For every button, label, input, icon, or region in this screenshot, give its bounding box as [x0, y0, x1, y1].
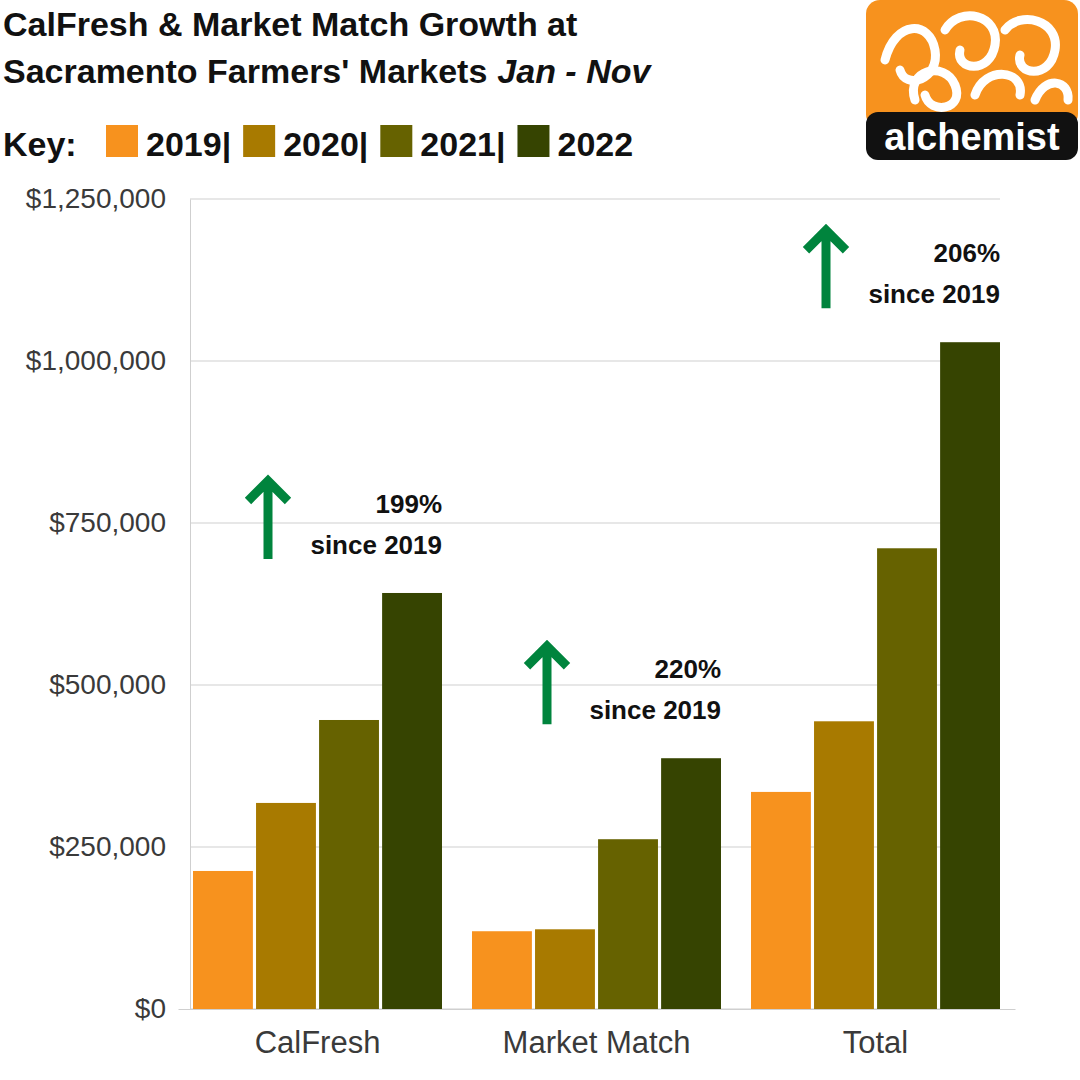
bar	[751, 792, 811, 1009]
y-tick-label: $250,000	[49, 831, 166, 862]
logo-swirl	[945, 16, 995, 66]
legend-separator: |	[222, 125, 232, 163]
logo-swirl	[1035, 83, 1068, 100]
x-tick-label: Market Match	[503, 1025, 691, 1060]
subtitle: Jan - Nov	[497, 52, 652, 90]
legend-swatch	[517, 125, 549, 157]
grid-line	[190, 198, 1000, 199]
y-tick-label: $750,000	[49, 507, 166, 538]
bar	[319, 720, 379, 1009]
bar	[661, 758, 721, 1009]
legend-swatch	[380, 125, 412, 157]
legend-separator: |	[359, 125, 369, 163]
legend-label: 2019|	[146, 125, 231, 163]
legend-label: 2022	[557, 125, 633, 163]
bar	[940, 342, 1000, 1009]
bar	[382, 593, 442, 1009]
title: CalFresh & Market Match Growth at	[3, 5, 577, 43]
legend-name: 2019	[146, 125, 222, 163]
y-tick-label: $1,000,000	[26, 345, 166, 376]
y-tick: $750,000	[49, 507, 190, 538]
chart-svg: CalFresh & Market Match Growth at Sacrame…	[0, 0, 1080, 1080]
legend-item: 2022	[517, 125, 633, 163]
logo-swirl	[913, 71, 956, 108]
y-tick-label: $1,250,000	[26, 183, 166, 214]
bars	[193, 342, 1000, 1009]
annotations: 199% since 2019 220% since 2019 206% since 20…	[248, 230, 1000, 725]
legend-item: 2021|	[380, 125, 505, 163]
chart-container: CalFresh & Market Match Growth at Sacrame…	[0, 0, 1080, 1080]
y-tick: $0	[135, 993, 190, 1024]
logo: alchemist	[866, 0, 1078, 160]
y-tick-label: $0	[135, 993, 166, 1024]
logo-text: alchemist	[884, 116, 1060, 158]
x-axis-line	[179, 1009, 1016, 1010]
legend-item: 2020|	[243, 125, 368, 163]
grid-line	[190, 522, 1000, 523]
logo-background	[866, 0, 1078, 128]
x-tick: Market Match	[503, 1009, 691, 1060]
x-tick: Total	[843, 1009, 908, 1060]
y-tick: $1,000,000	[26, 345, 190, 376]
y-axis: $0 $250,000 $500,000 $750,000 $1,000,000 $1,2…	[26, 183, 191, 1024]
logo-swirl	[975, 74, 1020, 95]
growth-annotation: 220% since 2019	[527, 646, 721, 725]
grid	[190, 199, 1000, 1009]
y-axis-line	[190, 200, 191, 1010]
growth-annotation: 199% since 2019	[248, 481, 442, 560]
legend-swatch	[106, 125, 138, 157]
bar	[193, 871, 253, 1009]
title-line: CalFresh & Market Match Growth at	[3, 5, 577, 43]
growth-arrow	[527, 646, 567, 724]
x-tick-label: Total	[843, 1025, 908, 1060]
y-tick: $1,250,000	[26, 183, 190, 214]
legend-title: Key:	[3, 125, 77, 163]
bar-series	[319, 548, 937, 1009]
y-tick-label: $500,000	[49, 669, 166, 700]
bar	[598, 839, 658, 1009]
legend: Key:2019|2020|2021|2022	[3, 125, 633, 163]
bar	[877, 548, 937, 1009]
title-line: Sacramento Farmers' Markets	[3, 52, 487, 90]
x-tick-label: CalFresh	[255, 1025, 381, 1060]
legend-separator: |	[496, 125, 506, 163]
annotation-text: since 2019	[589, 695, 721, 725]
legend-label: 2020|	[283, 125, 368, 163]
annotation-text: since 2019	[868, 279, 1000, 309]
legend-label: 2021|	[420, 125, 505, 163]
bar	[535, 929, 595, 1009]
x-tick: CalFresh	[255, 1009, 381, 1060]
annotation-text: 206%	[934, 238, 1001, 268]
growth-arrow	[248, 481, 288, 559]
bar	[472, 931, 532, 1009]
bar-series	[382, 342, 1000, 1009]
grid-line	[190, 360, 1000, 361]
legend-name: 2022	[557, 125, 633, 163]
logo-mark	[885, 16, 1068, 108]
legend-name: 2020	[283, 125, 359, 163]
bar	[814, 721, 874, 1009]
logo-label-background	[866, 112, 1078, 160]
growth-annotation: 206% since 2019	[806, 230, 1000, 309]
annotation-text: 199%	[376, 489, 443, 519]
legend-item: 2019|	[106, 125, 231, 163]
bar	[256, 803, 316, 1009]
title: Sacramento Farmers' Markets Jan - Nov	[3, 52, 652, 90]
legend-name: 2021	[420, 125, 496, 163]
y-tick: $500,000	[49, 669, 190, 700]
x-axis: CalFresh Market Match Total	[179, 1009, 1016, 1060]
y-tick: $250,000	[49, 831, 190, 862]
logo-swirl	[1005, 20, 1055, 72]
legend-swatch	[243, 125, 275, 157]
growth-arrow	[806, 230, 846, 308]
annotation-text: 220%	[655, 654, 722, 684]
annotation-text: since 2019	[310, 530, 442, 560]
